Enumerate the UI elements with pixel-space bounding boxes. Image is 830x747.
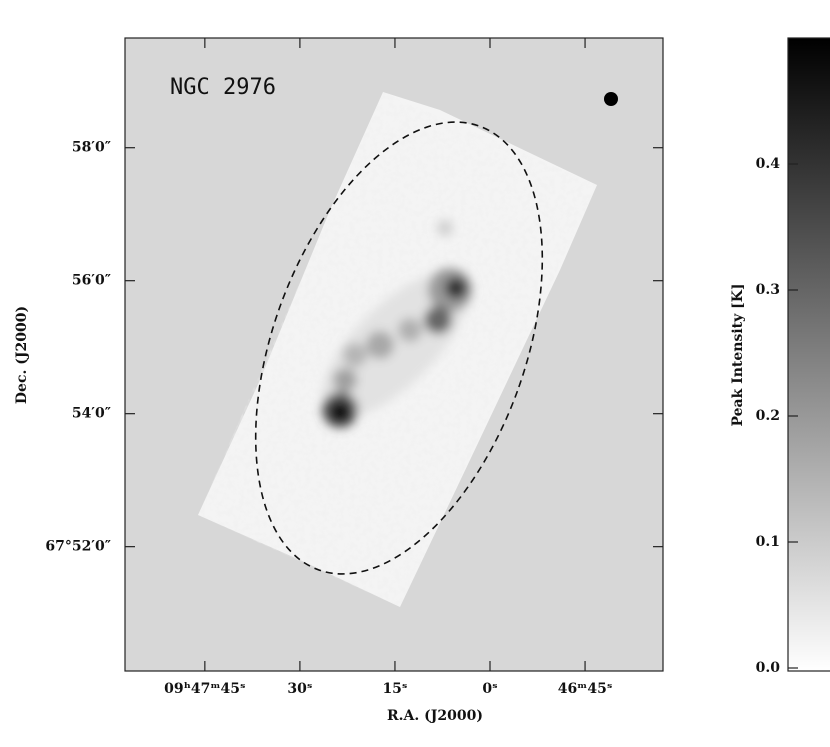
colorbar — [787, 37, 830, 672]
y-tick-label: 56′0″ — [72, 273, 111, 289]
emission — [322, 220, 472, 428]
x-tick-label: 30ˢ — [287, 681, 312, 697]
colorbar-tick-label: 0.0 — [756, 660, 781, 676]
x-tick-label: 46ᵐ45ˢ — [558, 681, 613, 697]
colorbar-tick-label: 0.3 — [756, 282, 780, 298]
ellipse-outline — [254, 121, 544, 575]
colorbar-label: Peak Intensity [K] — [730, 283, 746, 426]
colorbar-tick-label: 0.2 — [756, 408, 780, 424]
colorbar-tick-label: 0.4 — [756, 156, 781, 172]
x-tick-label: 09ʰ47ᵐ45ˢ — [164, 681, 245, 697]
chart-title: NGC 2976 — [170, 75, 276, 100]
map — [198, 92, 618, 607]
y-tick-label: 58′0″ — [72, 140, 111, 156]
y-tick-label: 54′0″ — [72, 406, 111, 422]
beam — [604, 92, 618, 106]
colorbar-tick-label: 0.1 — [756, 534, 780, 550]
y-tick-label: 67°52′0″ — [45, 539, 111, 555]
y-axis-label: Dec. (J2000) — [14, 306, 30, 404]
x-axis-label: R.A. (J2000) — [387, 708, 483, 724]
x-tick-label: 0ˢ — [482, 681, 497, 697]
x-tick-label: 15ˢ — [382, 681, 407, 697]
